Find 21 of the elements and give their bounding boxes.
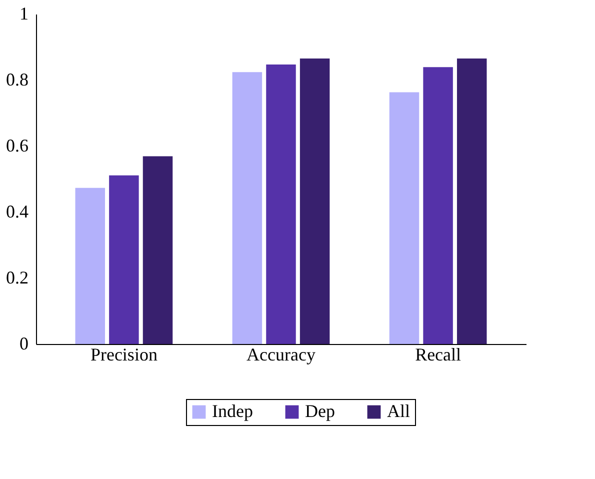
legend-label: All [387,401,410,421]
bar [232,72,262,344]
bar [389,92,420,344]
legend-label: Dep [305,401,335,421]
y-tick-label: 0.4 [6,202,28,222]
y-tick-label: 0.6 [6,136,28,156]
bar [266,64,296,344]
legend-label: Indep [212,401,253,421]
bar [456,58,487,344]
bar [75,188,106,344]
y-tick-label: 0.8 [6,70,28,90]
x-tick-label: Precision [90,344,158,364]
y-tick-label: 0 [20,334,28,354]
x-tick-label: Recall [415,344,462,364]
x-tick-label: Accuracy [246,344,316,364]
bar [109,175,139,344]
y-tick-label: 0.2 [6,268,28,288]
bar [300,58,330,344]
bar [423,67,453,344]
bar [142,156,173,344]
y-tick-label: 1 [20,4,28,24]
